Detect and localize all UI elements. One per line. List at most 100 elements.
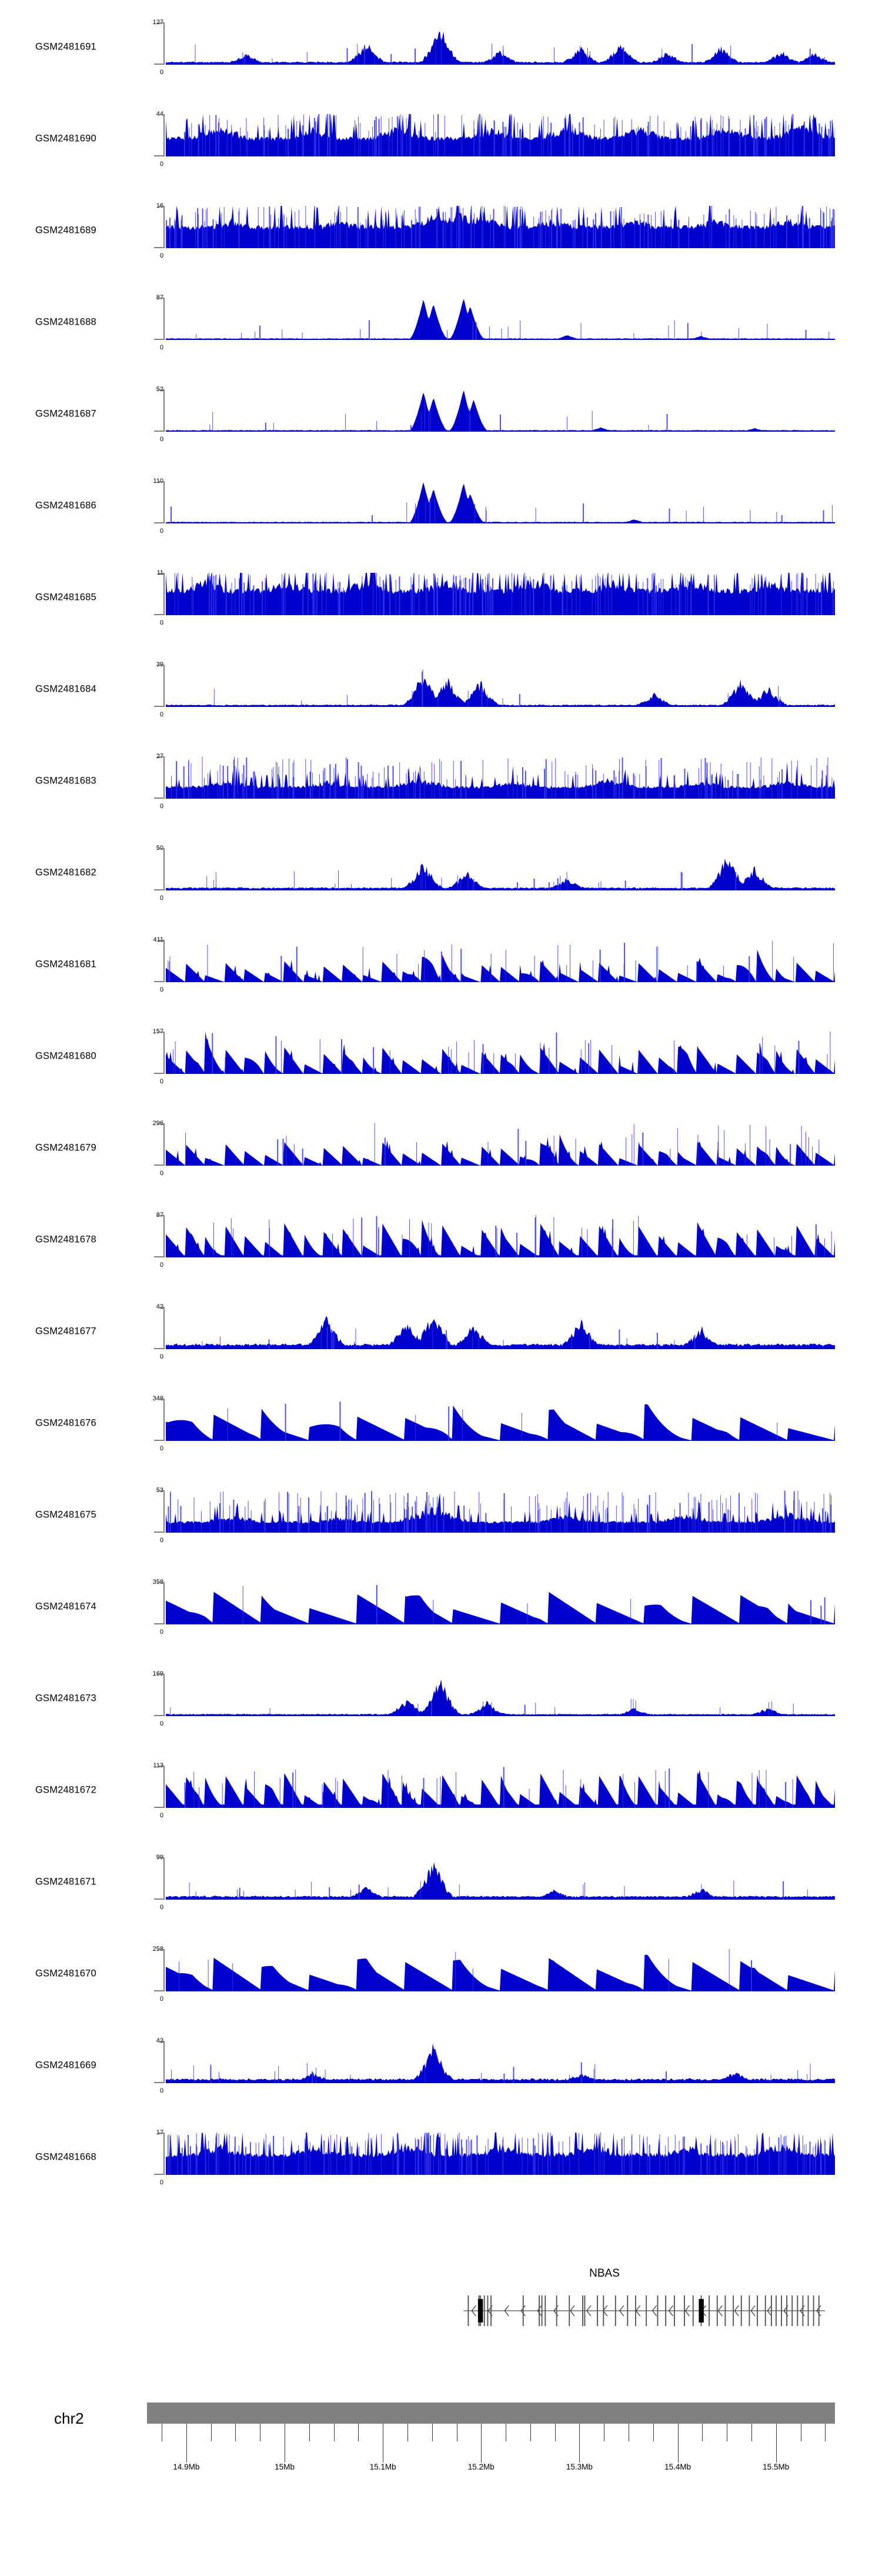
coverage-track[interactable]: GSM2481682500: [0, 845, 882, 902]
chromosome-label: chr2: [54, 2410, 84, 2427]
gene-annotation-track[interactable]: NBAS: [0, 2267, 882, 2338]
coverage-plot[interactable]: [166, 1674, 835, 1716]
ruler-tick: [481, 2424, 482, 2462]
track-axis-zero-label: 0: [159, 69, 163, 76]
ruler-tick: [776, 2424, 777, 2462]
track-y-axis: [163, 1307, 165, 1349]
coverage-track[interactable]: GSM24816702580: [0, 1946, 882, 2003]
coverage-track[interactable]: GSM2481690440: [0, 111, 882, 168]
coverage-track[interactable]: GSM2481669420: [0, 2037, 882, 2094]
ruler-tick: [432, 2424, 433, 2441]
coverage-track[interactable]: GSM2481678870: [0, 1212, 882, 1269]
track-sample-label: GSM2481679: [35, 1142, 96, 1153]
ruler-tick: [702, 2424, 703, 2441]
coverage-plot[interactable]: [166, 206, 835, 248]
coverage-track[interactable]: GSM2481687520: [0, 386, 882, 443]
axis-tick-bottom: [154, 1348, 165, 1349]
coverage-track[interactable]: GSM2481671990: [0, 1854, 882, 1911]
coverage-plot[interactable]: [166, 1215, 835, 1257]
track-y-axis: [163, 940, 165, 982]
coverage-track[interactable]: GSM2481668170: [0, 2129, 882, 2186]
axis-tick-top: [158, 665, 165, 666]
axis-tick-bottom: [154, 1073, 165, 1074]
coverage-plot[interactable]: [166, 940, 835, 982]
track-axis-zero-label: 0: [159, 436, 163, 443]
coverage-track[interactable]: GSM24816861100: [0, 478, 882, 535]
coverage-plot[interactable]: [166, 1949, 835, 1991]
coverage-track[interactable]: GSM24816743580: [0, 1579, 882, 1636]
track-y-axis: [163, 22, 165, 65]
track-axis-zero-label: 0: [159, 1720, 163, 1727]
track-axis-zero-label: 0: [159, 1629, 163, 1636]
coverage-plot[interactable]: [166, 1490, 835, 1533]
track-sample-label: GSM2481678: [35, 1234, 96, 1245]
track-y-axis: [163, 1857, 165, 1900]
track-sample-label: GSM2481691: [35, 41, 96, 52]
coverage-plot[interactable]: [166, 573, 835, 615]
coverage-plot[interactable]: [166, 756, 835, 799]
track-y-axis: [163, 2133, 165, 2175]
track-sample-label: GSM2481681: [35, 959, 96, 970]
ruler-tick: [554, 2424, 556, 2441]
coverage-plot[interactable]: [166, 1582, 835, 1624]
coverage-track[interactable]: GSM24816814110: [0, 936, 882, 993]
coverage-track[interactable]: GSM24816792960: [0, 1120, 882, 1177]
track-axis-zero-label: 0: [159, 528, 163, 535]
chromosome-bar[interactable]: [147, 2403, 835, 2424]
coverage-plot[interactable]: [166, 1399, 835, 1441]
track-axis-zero-label: 0: [159, 252, 163, 259]
track-axis-zero-label: 0: [159, 161, 163, 168]
axis-tick-bottom: [154, 1990, 165, 1991]
ruler-tick: [333, 2424, 335, 2441]
coverage-track[interactable]: GSM24816721130: [0, 1762, 882, 1819]
track-y-axis: [163, 206, 165, 248]
axis-tick-bottom: [154, 64, 165, 65]
track-axis-zero-label: 0: [159, 711, 163, 718]
coverage-plot[interactable]: [166, 1123, 835, 1166]
coverage-plot[interactable]: [166, 22, 835, 65]
axis-tick-bottom: [154, 247, 165, 248]
coverage-plot[interactable]: [166, 2041, 835, 2083]
coverage-plot[interactable]: [166, 1307, 835, 1349]
axis-tick-top: [158, 1766, 165, 1767]
coverage-track[interactable]: GSM2481689160: [0, 202, 882, 259]
coordinate-ruler: 14.9Mb 15Mb 15.1Mb 15.2Mb 15.3Mb 15.4Mb 15.5Mb: [0, 2424, 882, 2471]
coverage-track[interactable]: GSM24816911270: [0, 19, 882, 76]
coverage-plot[interactable]: [166, 665, 835, 707]
track-axis-zero-label: 0: [159, 1904, 163, 1911]
axis-tick-top: [158, 1490, 165, 1491]
coverage-track[interactable]: GSM2481684390: [0, 661, 882, 718]
track-sample-label: GSM2481670: [35, 1968, 96, 1979]
coverage-plot[interactable]: [166, 1032, 835, 1074]
track-y-axis: [163, 1949, 165, 1991]
track-y-axis: [163, 481, 165, 523]
coverage-track[interactable]: GSM2481688870: [0, 294, 882, 351]
coverage-plot[interactable]: [166, 1857, 835, 1900]
coverage-plot[interactable]: [166, 481, 835, 523]
axis-tick-top: [158, 2133, 165, 2134]
axis-tick-top: [158, 1307, 165, 1308]
coverage-plot[interactable]: [166, 114, 835, 156]
coverage-track[interactable]: GSM2481685110: [0, 569, 882, 626]
coverage-plot[interactable]: [166, 298, 835, 340]
coverage-track[interactable]: GSM2481677420: [0, 1303, 882, 1360]
track-y-axis: [163, 114, 165, 156]
axis-tick-bottom: [154, 981, 165, 982]
gene-model-graphic[interactable]: [166, 2285, 835, 2329]
coverage-plot[interactable]: [166, 1766, 835, 1808]
axis-tick-bottom: [154, 339, 165, 340]
coverage-plot[interactable]: [166, 848, 835, 890]
coverage-track[interactable]: GSM2481683270: [0, 753, 882, 810]
ruler-tick-label: 15.3Mb: [566, 2462, 593, 2471]
track-sample-label: GSM2481683: [35, 775, 96, 786]
coverage-plot[interactable]: [166, 2133, 835, 2175]
coverage-track[interactable]: GSM24816731690: [0, 1670, 882, 1727]
coverage-plot[interactable]: [166, 389, 835, 432]
axis-tick-bottom: [154, 431, 165, 432]
axis-tick-bottom: [154, 155, 165, 156]
coverage-track[interactable]: GSM2481675530: [0, 1487, 882, 1544]
track-axis-zero-label: 0: [159, 619, 163, 626]
coverage-track[interactable]: GSM24816763480: [0, 1395, 882, 1452]
coverage-track[interactable]: GSM24816801570: [0, 1028, 882, 1085]
